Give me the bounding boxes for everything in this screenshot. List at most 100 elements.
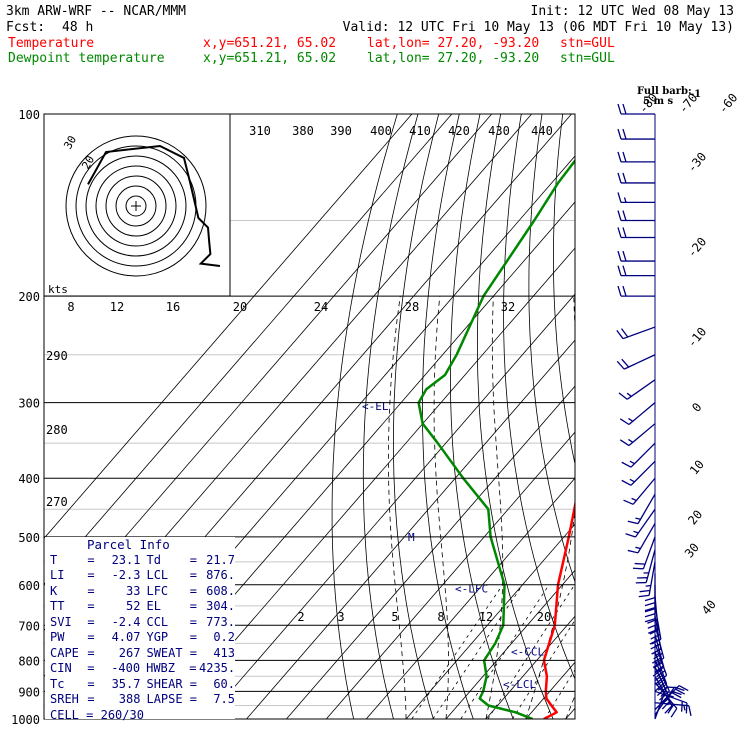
wind-barb-staff <box>628 402 656 426</box>
parcel-value: 608. <box>206 583 235 598</box>
wind-barb <box>617 192 655 204</box>
wind-barb-staff <box>622 326 656 340</box>
wind-barb <box>617 172 655 184</box>
wind-barb-flag <box>671 692 682 699</box>
temp-xy: x,y=651.21, 65.02 <box>203 36 336 51</box>
wind-barb-flag <box>622 128 627 140</box>
wind-barb-flag <box>667 704 675 714</box>
wind-barb-flag <box>617 128 622 140</box>
wind-barb-flag <box>622 250 627 262</box>
wind-barb <box>619 423 656 447</box>
isotherm-line <box>445 569 575 719</box>
wind-barb-half <box>633 530 639 534</box>
isotherm-line <box>485 615 575 719</box>
isotherm-label: -30 <box>685 150 710 176</box>
wind-barb-flag <box>622 227 627 238</box>
temp-latlon: lat,lon= 27.20, -93.20 <box>367 36 539 51</box>
parcel-row: Tc = 35.7 SHEAR = 60. <box>45 677 235 693</box>
wind-barb-staff <box>648 561 656 596</box>
wind-barb-flag <box>616 360 625 370</box>
isotherm-label: -20 <box>685 235 710 261</box>
wind-barb-staff <box>654 675 673 707</box>
hodo-ring-label: 24 <box>314 300 328 314</box>
isotherm-label: 20 <box>685 507 705 527</box>
hodograph-ring <box>65 135 207 277</box>
left-theta-label: 280 <box>46 423 68 437</box>
parcel-value: 52 <box>126 599 141 613</box>
parcel-value: 21.7 <box>206 552 235 567</box>
parcel-eq: = <box>189 645 197 660</box>
mixing-ratio-line <box>432 584 524 719</box>
hodograph-ring <box>105 175 167 237</box>
parcel-info-panel: Parcel Info T = 23.1 Td = 21.7 LI = -2.3 LCL = 876.… <box>45 537 235 722</box>
wind-barb-flag <box>656 681 666 690</box>
wind-barb-flag <box>617 192 622 203</box>
parcel-cell-label: CELL = <box>50 707 94 722</box>
wind-barb-half <box>628 438 634 443</box>
wind-barb <box>618 379 656 400</box>
wind-barb-flag <box>616 329 624 340</box>
dry-adiabat <box>528 114 575 584</box>
moist-adiabat <box>433 296 449 719</box>
wind-barb-staff <box>632 477 656 505</box>
dry-adiabat <box>476 114 554 719</box>
parcel-cell-row: CELL = 260/30 <box>45 708 235 724</box>
wind-barb <box>617 250 655 262</box>
wind-barb-half <box>635 546 641 550</box>
wind-barb-flag <box>627 549 639 554</box>
init-time: Init: 12 UTC Wed 08 May 13 <box>531 4 735 19</box>
wind-barb <box>617 210 655 222</box>
hodo-ring-label: 32 <box>501 300 515 314</box>
isotherm-line <box>206 293 575 719</box>
left-theta-label: 290 <box>46 349 68 363</box>
wind-barb <box>616 354 656 370</box>
parcel-eq: = <box>189 692 197 706</box>
parcel-value: 60. <box>213 676 235 691</box>
wind-barb-flag <box>664 705 673 714</box>
parcel-eq: = <box>189 552 197 567</box>
wind-barb-flag <box>617 172 622 184</box>
pressure-tick-label: 500 <box>18 531 40 545</box>
wind-barb-flag <box>656 678 666 687</box>
wind-barb-flag <box>644 596 656 602</box>
dewpoint-legend: Dewpoint temperature <box>8 51 165 66</box>
hodograph-rings <box>65 135 221 277</box>
parcel-info-title: Parcel Info <box>87 537 170 552</box>
parcel-value: -2.3 <box>111 568 141 582</box>
hodo-ring-label: 20 <box>233 300 247 314</box>
pressure-tick-label: 800 <box>18 654 40 668</box>
isotherm-line <box>44 114 453 586</box>
wind-barb-half <box>623 197 627 203</box>
mixing-ratio-line <box>544 669 575 719</box>
pressure-tick-label: 200 <box>18 290 40 304</box>
parcel-key: LCL <box>146 568 169 582</box>
parcel-key: TT <box>50 599 65 613</box>
dry-adiabat <box>600 114 740 732</box>
parcel-eq: = <box>87 676 95 691</box>
wind-barb-half <box>629 460 635 465</box>
wind-barb-flag <box>644 608 656 613</box>
parcel-key: YGP <box>146 630 169 644</box>
temperature-legend: Temperature <box>8 36 94 51</box>
parcel-value: 876. <box>206 568 235 582</box>
parcel-key: K <box>50 583 58 598</box>
isotherm-line <box>44 114 413 539</box>
wind-barb-flag <box>661 690 670 699</box>
mixing-ratio-label: 12 <box>479 610 493 624</box>
isotherm-label: 10 <box>687 457 707 477</box>
parcel-eq: = <box>87 599 95 613</box>
wind-barb-flag <box>644 601 656 607</box>
isotherm-line <box>365 477 575 719</box>
valid-time: Valid: 12 UTC Fri 10 May 13 (06 MDT Fri … <box>343 20 734 35</box>
wind-barb <box>617 128 655 140</box>
wind-barb-flag <box>622 265 627 276</box>
level-annotation: <-LFC <box>455 582 488 595</box>
parcel-value: 304. <box>206 599 235 613</box>
theta-label: 430 <box>488 124 510 138</box>
wind-barb <box>654 675 673 714</box>
wind-barb <box>619 402 656 426</box>
wind-barb-flag <box>688 705 692 717</box>
wind-barb <box>621 442 656 468</box>
parcel-row: CIN = -400 HWBZ = 4235. <box>45 661 235 677</box>
